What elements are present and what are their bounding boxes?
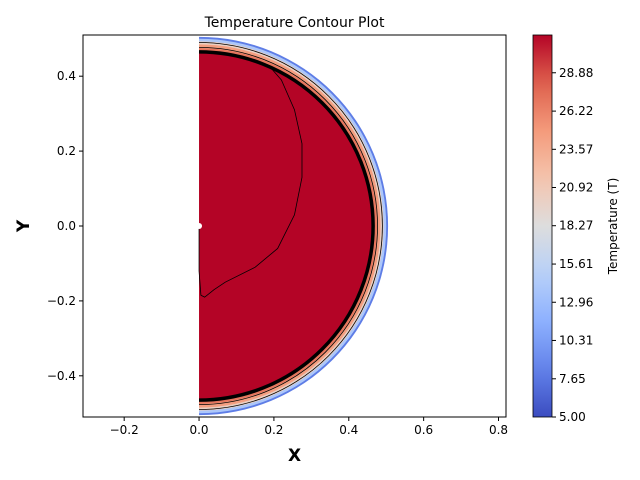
x-tick-label: 0.8 (489, 423, 508, 437)
y-tick-label: −0.4 (47, 369, 76, 383)
contour-line-0 (199, 42, 383, 410)
inner-contour-line (198, 64, 303, 298)
x-tick-label: 0.4 (339, 423, 358, 437)
x-tick-label: 0.2 (264, 423, 283, 437)
colorbar-tick-label: 10.31 (559, 333, 593, 347)
temperature-rings (199, 36, 389, 416)
colorbar-ticks: 5.00 7.65 10.31 12.96 15.61 18.27 20.92 23.57 26… (552, 66, 593, 424)
colorbar-tick-label: 15.61 (559, 257, 593, 271)
contour-lines (199, 42, 383, 410)
x-tick-label: 0.0 (189, 423, 208, 437)
origin-marker (196, 223, 203, 229)
colorbar-tick-label: 12.96 (559, 295, 593, 309)
y-tick-label: 0.0 (57, 219, 76, 233)
colorbar-tick-label: 5.00 (559, 410, 586, 424)
colorbar-tick-label: 28.88 (559, 66, 593, 80)
x-tick-label: 0.6 (414, 423, 433, 437)
colorbar-tick-label: 20.92 (559, 181, 593, 195)
contour-line-1 (199, 46, 378, 406)
y-axis-ticks: −0.4 −0.2 0.0 0.2 0.4 (47, 69, 83, 383)
colorbar-tick-label: 23.57 (559, 142, 593, 156)
colorbar-label: Temperature (T) (606, 178, 620, 276)
chart-title: Temperature Contour Plot (204, 15, 385, 31)
colorbar (532, 34, 553, 418)
y-axis-label: Y (14, 219, 34, 233)
y-tick-label: 0.4 (57, 69, 76, 83)
contour-line-2 (199, 50, 375, 402)
y-tick-label: 0.2 (57, 144, 76, 158)
plot-area (196, 36, 389, 416)
x-axis-label: X (288, 446, 301, 466)
colorbar-tick-label: 26.22 (559, 104, 593, 118)
x-tick-label: −0.2 (110, 423, 139, 437)
colorbar-tick-label: 18.27 (559, 219, 593, 233)
y-tick-label: −0.2 (47, 294, 76, 308)
temperature-band-5 (199, 50, 375, 402)
colorbar-tick-label: 7.65 (559, 372, 586, 386)
x-axis-ticks: −0.2 0.0 0.2 0.4 0.6 0.8 (110, 417, 508, 437)
